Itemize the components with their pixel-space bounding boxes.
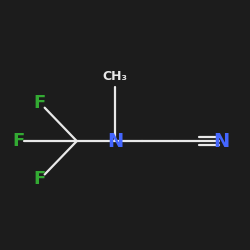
Text: F: F — [34, 94, 46, 112]
Text: CH₃: CH₃ — [102, 70, 128, 83]
Text: F: F — [34, 170, 46, 188]
Text: N: N — [213, 132, 230, 150]
Text: F: F — [12, 132, 25, 150]
Text: N: N — [107, 132, 123, 150]
